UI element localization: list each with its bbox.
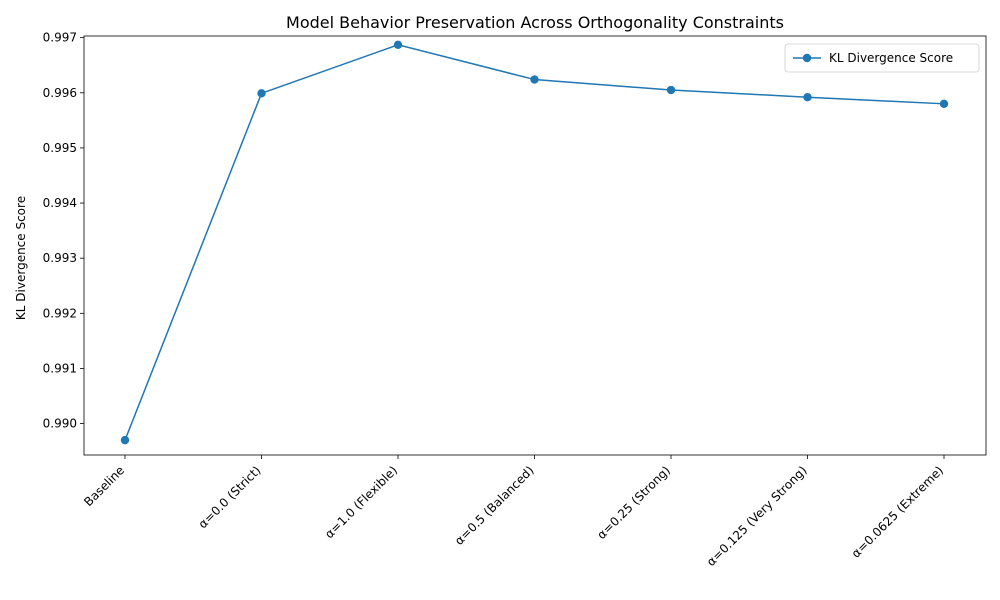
x-tick-label: α=1.0 (Flexible) (322, 463, 400, 541)
y-tick-label: 0.990 (43, 417, 77, 431)
y-axis-label: KL Divergence Score (14, 196, 28, 320)
legend-box (784, 43, 980, 73)
y-tick-label: 0.996 (43, 86, 77, 100)
data-point (257, 89, 266, 98)
plot-area-frame (83, 35, 987, 456)
y-tick-label: 0.997 (43, 31, 77, 45)
y-tick-label: 0.991 (43, 361, 77, 375)
x-tick-label: α=0.5 (Balanced) (452, 463, 537, 548)
y-tick-label: 0.994 (43, 196, 77, 210)
series-line (124, 44, 945, 441)
data-point (666, 85, 676, 95)
x-axis-ticks: Baseline α=0.0 (Strict) α=1.0 (Flexible) α=… (81, 455, 946, 569)
y-axis-ticks: 0.990 0.991 0.992 0.993 0.994 0.995 0.996 0.997 (43, 31, 84, 431)
legend-marker (802, 53, 812, 63)
x-tick-label: α=0.0 (Strict) (196, 463, 264, 531)
data-point (939, 99, 949, 109)
x-tick-label: α=0.0625 (Extreme) (849, 463, 946, 560)
x-tick-label: α=0.25 (Strong) (594, 463, 673, 542)
data-point (530, 75, 539, 84)
chart-title: Model Behavior Preservation Across Ortho… (286, 13, 784, 32)
series-layer (120, 40, 949, 445)
y-tick-label: 0.993 (43, 251, 77, 265)
x-tick-label: Baseline (81, 463, 127, 509)
data-point (803, 92, 812, 102)
legend-label: KL Divergence Score (829, 51, 953, 65)
y-tick-label: 0.995 (43, 141, 77, 155)
data-point (120, 435, 130, 445)
y-tick-label: 0.992 (43, 306, 77, 320)
data-point (393, 40, 403, 50)
legend: KL Divergence Score (784, 43, 980, 73)
x-tick-label: α=0.125 (Very Strong) (704, 463, 810, 569)
